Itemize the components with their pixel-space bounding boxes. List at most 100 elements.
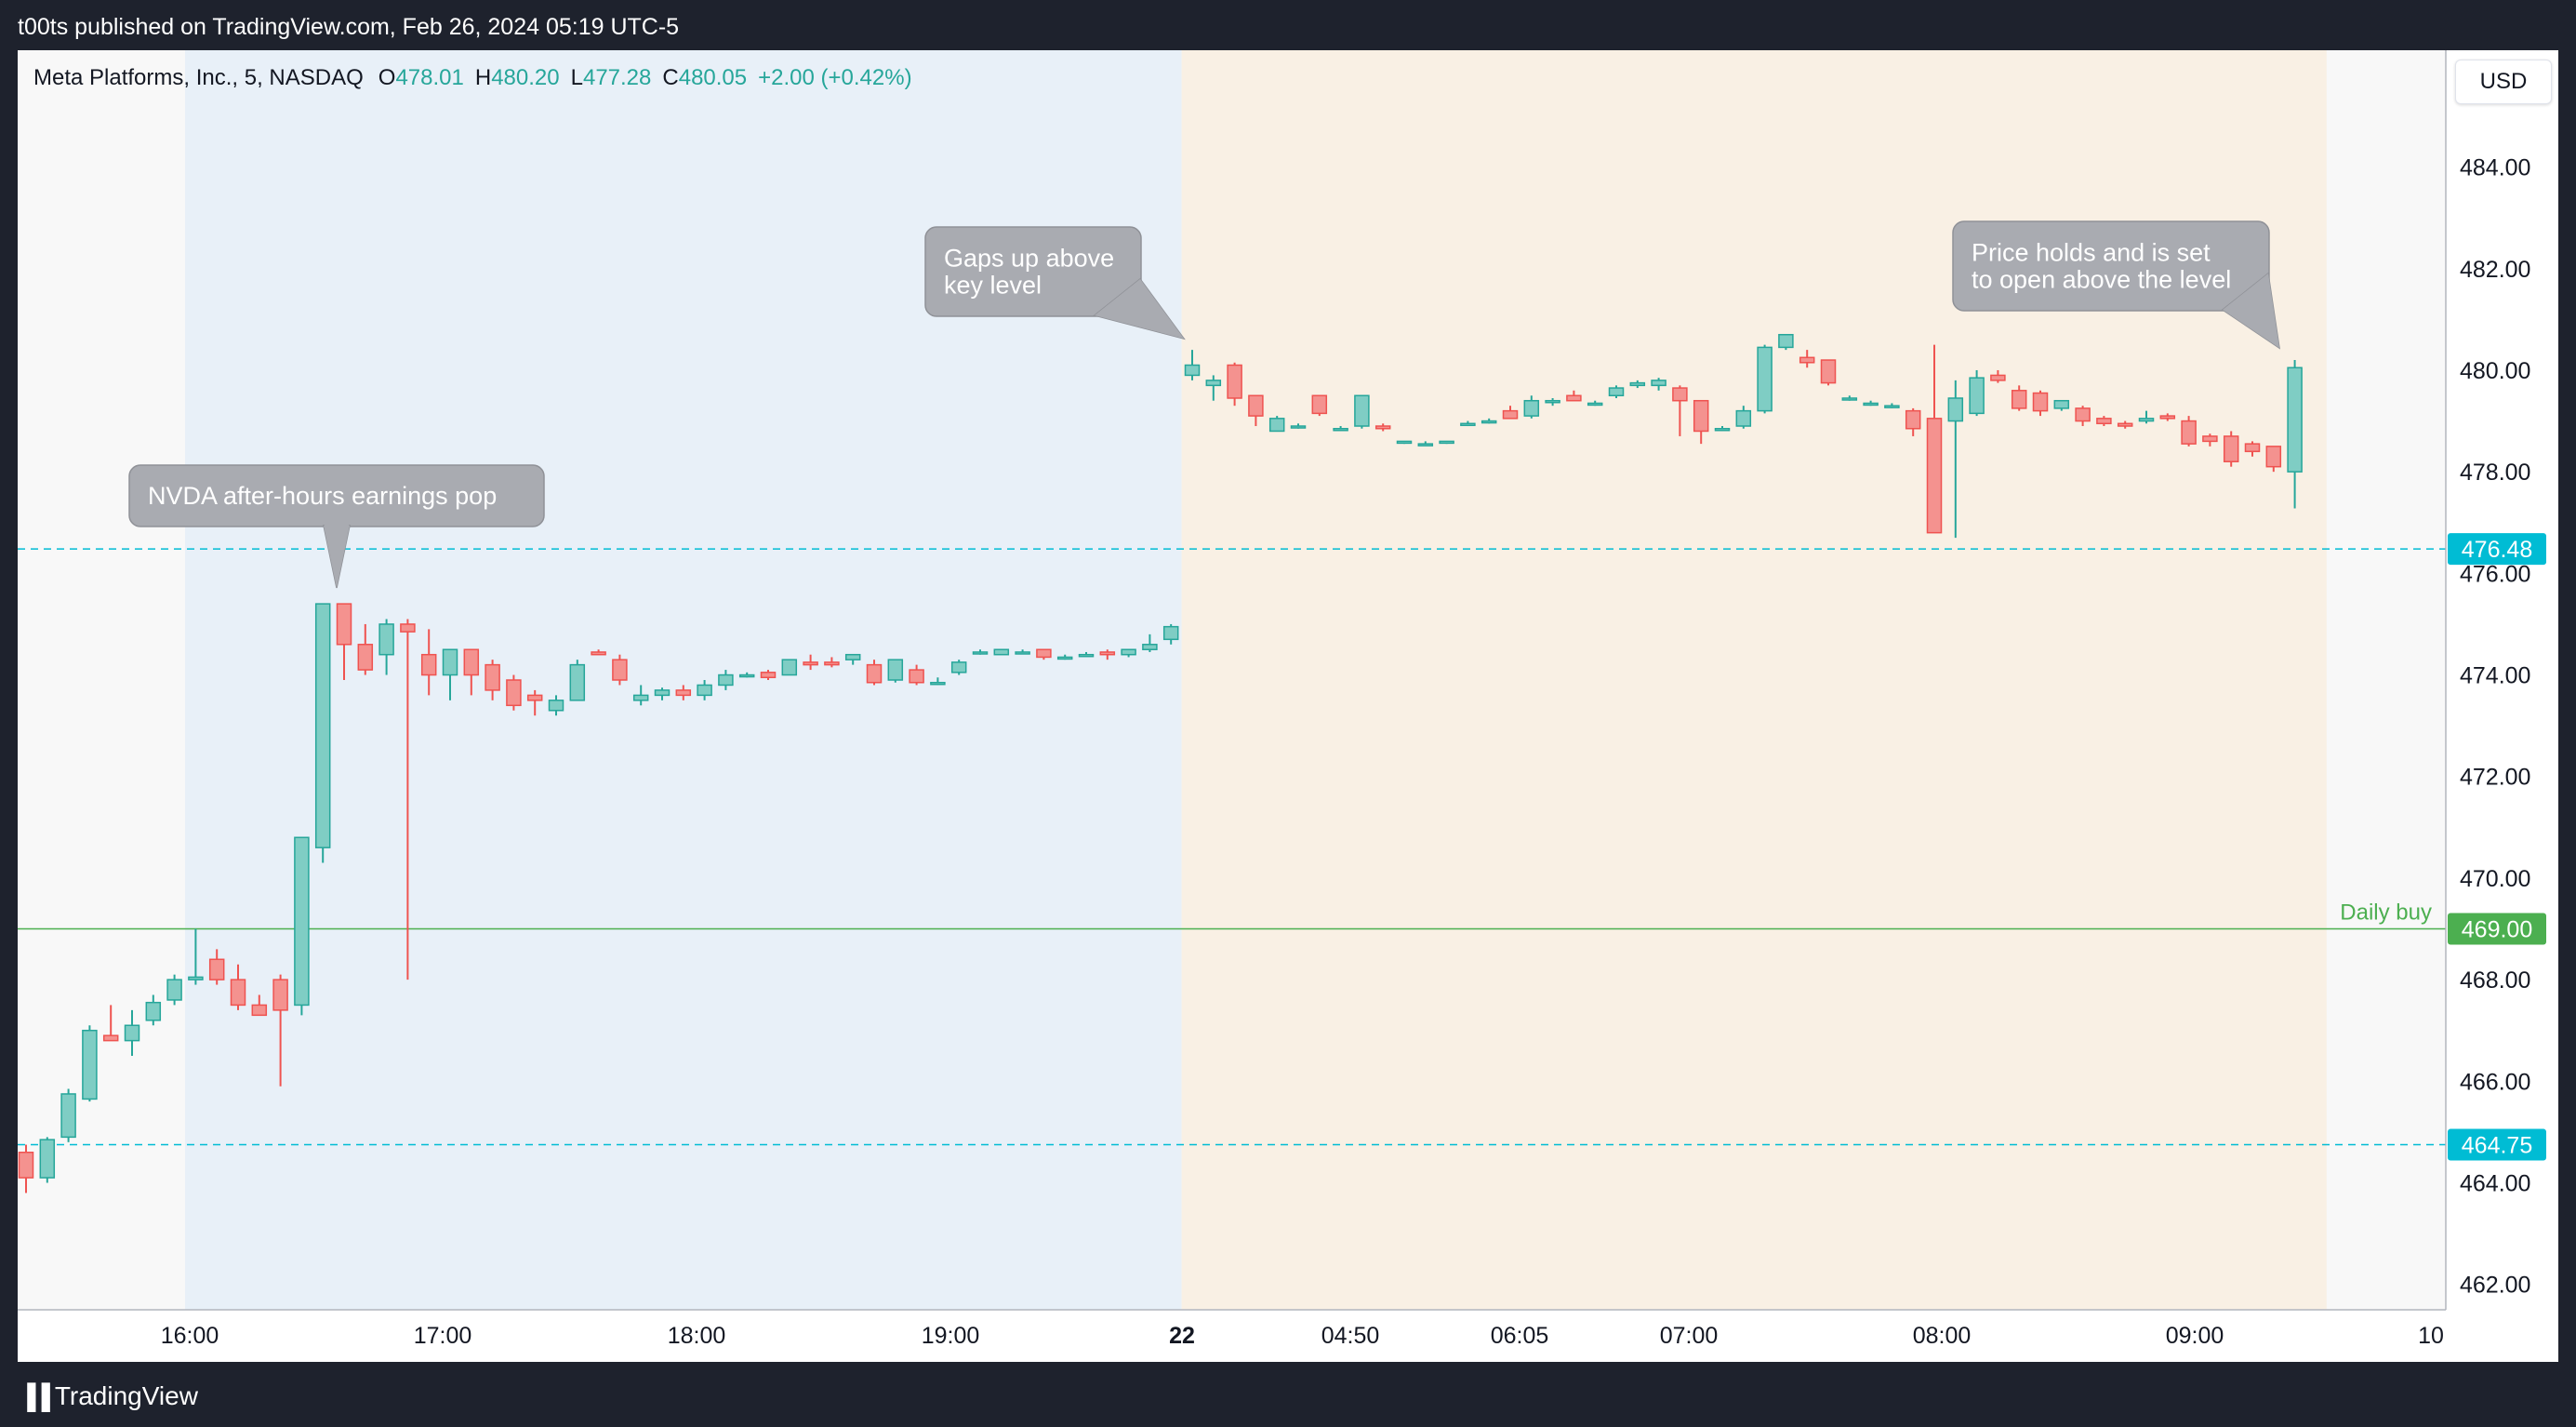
candle-body bbox=[1545, 399, 1560, 404]
candle-body bbox=[548, 700, 564, 712]
candle-body bbox=[612, 659, 628, 681]
candle-body bbox=[2096, 418, 2112, 425]
candle-body bbox=[2011, 390, 2027, 409]
candle-body bbox=[506, 679, 522, 707]
open-label: O bbox=[378, 65, 396, 90]
price-label-badge bbox=[2448, 533, 2546, 566]
brand-name: TradingView bbox=[54, 1381, 198, 1410]
candle-body bbox=[1015, 651, 1030, 655]
candle-body bbox=[2202, 435, 2218, 443]
candle-body bbox=[251, 1004, 268, 1017]
candle-body bbox=[208, 958, 225, 980]
change-value: +2.00 (+0.42%) bbox=[758, 65, 912, 90]
y-tick-label: 482.00 bbox=[2460, 257, 2530, 283]
candle-body bbox=[1290, 425, 1307, 429]
annotation-callout: NVDA after-hours earnings pop bbox=[128, 464, 545, 589]
price-label-badge bbox=[2448, 913, 2546, 945]
candle-body bbox=[378, 623, 394, 656]
x-tick-label: 08:00 bbox=[1913, 1323, 1972, 1349]
x-tick-label: 22 bbox=[1169, 1323, 1195, 1349]
candle-body bbox=[145, 1001, 162, 1021]
time-axis-background bbox=[18, 1310, 2558, 1362]
candle-body bbox=[1651, 380, 1666, 387]
publish-bar: t00ts published on TradingView.com, Feb … bbox=[0, 0, 2576, 50]
y-tick-label: 474.00 bbox=[2460, 663, 2530, 689]
candle-body bbox=[1036, 648, 1052, 659]
candle-body bbox=[420, 653, 437, 676]
candle-body bbox=[930, 681, 946, 686]
candle-body bbox=[60, 1093, 76, 1139]
callout-pointer-fill bbox=[324, 526, 350, 588]
candle-body bbox=[1439, 440, 1454, 445]
candle-body bbox=[569, 663, 586, 701]
candle-body bbox=[781, 659, 798, 676]
high-value: 480.20 bbox=[491, 65, 560, 90]
price-label-badge bbox=[2448, 1128, 2546, 1161]
candle-body bbox=[1672, 387, 1688, 402]
candle-body bbox=[632, 694, 649, 701]
y-tick-label: 484.00 bbox=[2460, 155, 2530, 181]
y-tick-label: 462.00 bbox=[2460, 1273, 2530, 1299]
candle-body bbox=[993, 648, 1010, 656]
close-label: C bbox=[662, 65, 679, 90]
candle-body bbox=[18, 1152, 34, 1179]
candle-body bbox=[824, 661, 840, 666]
callout-text: to open above the level bbox=[1972, 266, 2231, 294]
candle-body bbox=[1757, 346, 1773, 412]
candle-body bbox=[1502, 409, 1519, 420]
candles bbox=[18, 333, 2303, 1194]
price-axis-background bbox=[2446, 50, 2558, 1362]
candle-body bbox=[2287, 367, 2303, 473]
candle-body bbox=[1460, 422, 1476, 427]
candle-body bbox=[1735, 409, 1752, 427]
callout-text: Price holds and is set bbox=[1972, 239, 2211, 267]
y-tick-label: 466.00 bbox=[2460, 1069, 2530, 1095]
tradingview-brand[interactable]: ▐▐ TradingView bbox=[19, 1381, 198, 1411]
candle-body bbox=[463, 648, 480, 676]
candle-body bbox=[400, 623, 416, 633]
candle-body bbox=[718, 673, 734, 687]
candle-body bbox=[2053, 399, 2070, 409]
candle-body bbox=[314, 603, 331, 848]
x-tick-label: 18:00 bbox=[668, 1323, 726, 1349]
candle-body bbox=[485, 663, 500, 691]
candle-body bbox=[1056, 656, 1073, 660]
candle-body bbox=[1778, 333, 1794, 349]
candle-body bbox=[1162, 625, 1179, 641]
candle-body bbox=[1714, 427, 1731, 432]
candle-body bbox=[1099, 651, 1116, 656]
candle-body bbox=[1121, 648, 1136, 656]
candle-body bbox=[1354, 394, 1370, 427]
candle-body bbox=[1799, 356, 1815, 364]
tradingview-logo-icon: ▐▐ bbox=[19, 1381, 50, 1410]
candle-body bbox=[2138, 418, 2155, 422]
low-label: L bbox=[570, 65, 583, 90]
close-value: 480.05 bbox=[678, 65, 748, 90]
symbol-name: Meta Platforms, Inc., 5, NASDAQ bbox=[33, 65, 364, 90]
candle-body bbox=[1248, 394, 1264, 417]
x-tick-label: 19:00 bbox=[922, 1323, 980, 1349]
candle-body bbox=[1587, 402, 1603, 407]
candle-body bbox=[1396, 440, 1413, 445]
candle-body bbox=[760, 672, 777, 679]
open-value: 478.01 bbox=[395, 65, 464, 90]
candle-body bbox=[230, 979, 246, 1007]
callout-joint bbox=[325, 524, 349, 527]
currency-button[interactable]: USD bbox=[2455, 60, 2552, 104]
candle-body bbox=[803, 661, 818, 666]
candle-body bbox=[1333, 427, 1348, 432]
candle-body bbox=[82, 1029, 98, 1100]
candle-body bbox=[2032, 392, 2049, 412]
candle-body bbox=[1926, 418, 1943, 534]
candle-body bbox=[1481, 420, 1497, 424]
candle-body bbox=[1142, 644, 1158, 650]
candle-body bbox=[1693, 399, 1709, 433]
low-value: 477.28 bbox=[582, 65, 652, 90]
candle-body bbox=[102, 1034, 119, 1042]
candle-body bbox=[887, 659, 904, 681]
callout-text: NVDA after-hours earnings pop bbox=[148, 482, 497, 510]
x-tick-label: 04:50 bbox=[1321, 1323, 1380, 1349]
callout-pointer-fill bbox=[1095, 279, 1184, 339]
